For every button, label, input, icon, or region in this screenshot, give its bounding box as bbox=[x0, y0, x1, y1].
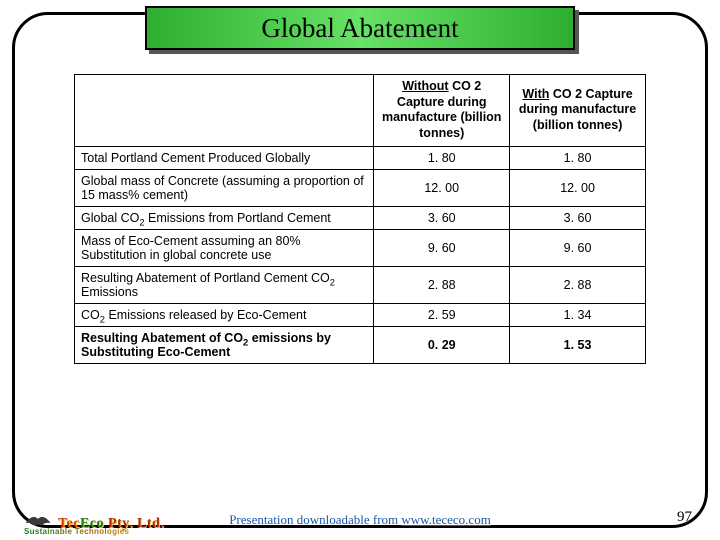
row-val-with: 9. 60 bbox=[510, 229, 646, 266]
row-val-without: 9. 60 bbox=[374, 229, 510, 266]
table-body: Total Portland Cement Produced Globally1… bbox=[75, 146, 646, 363]
title-container: Global Abatement bbox=[145, 6, 575, 50]
table-row: Global mass of Concrete (assuming a prop… bbox=[75, 169, 646, 206]
row-label: Global mass of Concrete (assuming a prop… bbox=[75, 169, 374, 206]
row-val-without: 0. 29 bbox=[374, 326, 510, 363]
row-val-with: 1. 53 bbox=[510, 326, 646, 363]
table-row: Total Portland Cement Produced Globally1… bbox=[75, 146, 646, 169]
table-row: Resulting Abatement of Portland Cement C… bbox=[75, 266, 646, 303]
row-val-without: 2. 88 bbox=[374, 266, 510, 303]
download-link[interactable]: www.tececo.com bbox=[401, 512, 490, 527]
row-val-without: 12. 00 bbox=[374, 169, 510, 206]
footer-download-text: Presentation downloadable from www.tecec… bbox=[229, 512, 491, 528]
row-label: CO2 Emissions released by Eco-Cement bbox=[75, 303, 374, 326]
row-val-with: 2. 88 bbox=[510, 266, 646, 303]
header-without: Without CO 2 Capture during manufacture … bbox=[374, 75, 510, 147]
table-row: Global CO2 Emissions from Portland Cemen… bbox=[75, 206, 646, 229]
row-label: Mass of Eco-Cement assuming an 80% Subst… bbox=[75, 229, 374, 266]
row-label: Total Portland Cement Produced Globally bbox=[75, 146, 374, 169]
row-val-without: 1. 80 bbox=[374, 146, 510, 169]
abatement-table: Without CO 2 Capture during manufacture … bbox=[74, 74, 646, 364]
row-label: Resulting Abatement of CO2 emissions by … bbox=[75, 326, 374, 363]
table-header-row: Without CO 2 Capture during manufacture … bbox=[75, 75, 646, 147]
row-val-without: 3. 60 bbox=[374, 206, 510, 229]
row-val-with: 1. 80 bbox=[510, 146, 646, 169]
row-val-with: 1. 34 bbox=[510, 303, 646, 326]
abatement-table-wrap: Without CO 2 Capture during manufacture … bbox=[74, 74, 646, 364]
sustain-tagline: Sustainable Technologies bbox=[24, 527, 129, 536]
row-val-with: 12. 00 bbox=[510, 169, 646, 206]
slide: Global Abatement Without CO 2 Capture du… bbox=[0, 0, 720, 540]
table-row: Mass of Eco-Cement assuming an 80% Subst… bbox=[75, 229, 646, 266]
row-val-without: 2. 59 bbox=[374, 303, 510, 326]
row-val-with: 3. 60 bbox=[510, 206, 646, 229]
row-label: Resulting Abatement of Portland Cement C… bbox=[75, 266, 374, 303]
slide-title: Global Abatement bbox=[145, 6, 575, 50]
footer: TecEco Pty. Ltd. Sustainable Technologie… bbox=[0, 494, 720, 534]
table-row: Resulting Abatement of CO2 emissions by … bbox=[75, 326, 646, 363]
page-number: 97 bbox=[677, 509, 692, 526]
header-with: With CO 2 Capture during manufacture (bi… bbox=[510, 75, 646, 147]
table-row: CO2 Emissions released by Eco-Cement2. 5… bbox=[75, 303, 646, 326]
header-blank bbox=[75, 75, 374, 147]
row-label: Global CO2 Emissions from Portland Cemen… bbox=[75, 206, 374, 229]
